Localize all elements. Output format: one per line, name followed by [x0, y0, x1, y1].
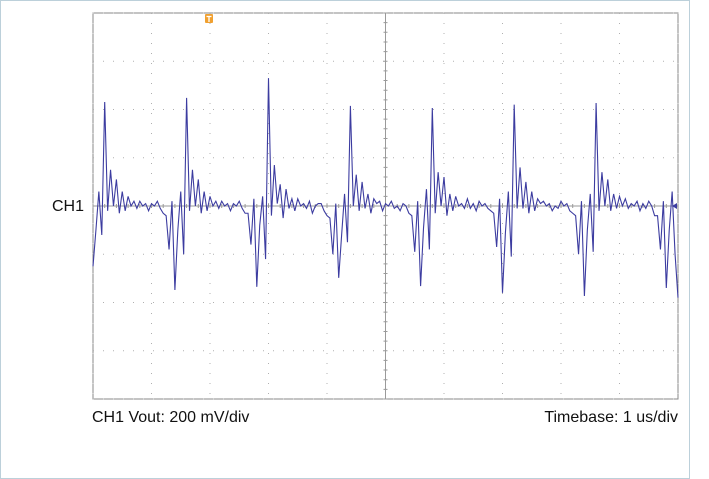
trigger-marker	[205, 14, 213, 23]
grid	[92, 12, 679, 400]
zero-marker	[672, 203, 677, 209]
timebase: Timebase: 1 us/div	[544, 409, 678, 426]
channel-name: CH1	[52, 198, 84, 215]
vertical-scale: CH1 Vout: 200 mV/div	[92, 409, 249, 426]
waveform	[92, 78, 679, 298]
trace-layer	[92, 78, 679, 298]
minor-ticks	[92, 12, 667, 400]
